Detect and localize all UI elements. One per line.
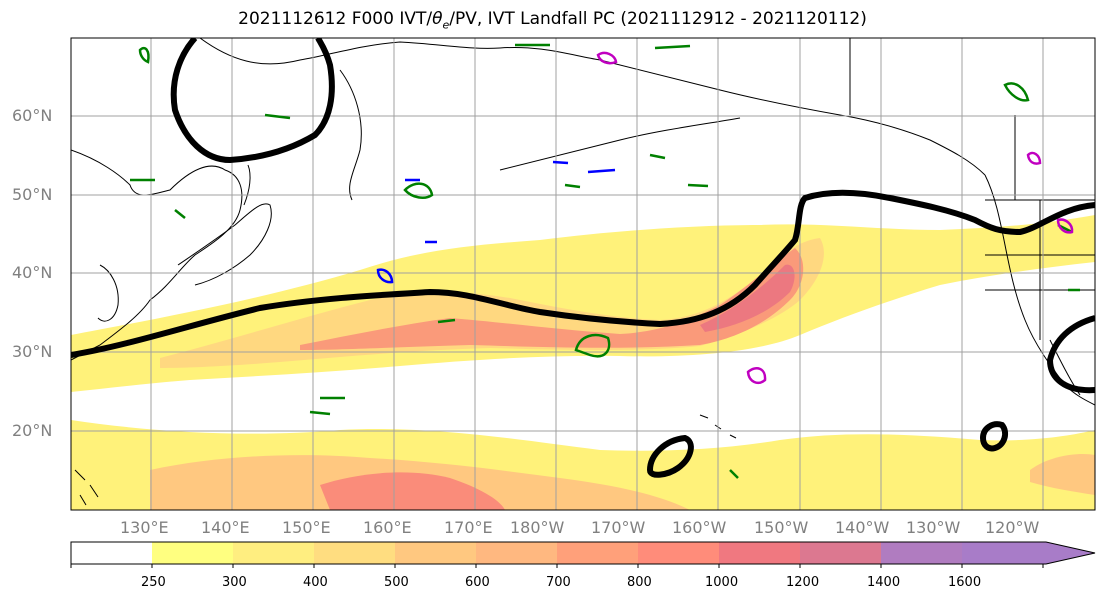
pv-contour-magenta	[1056, 218, 1074, 234]
pv-contour-magenta	[1026, 151, 1042, 165]
ivt-shading	[71, 215, 1095, 510]
colorbar-label-700: 700	[546, 575, 571, 590]
colorbar-label-250: 250	[141, 575, 166, 590]
us-state-lines	[985, 115, 1095, 340]
pv-contour-blue	[587, 168, 616, 174]
theta-contour	[687, 183, 709, 188]
pc-contours	[71, 38, 1095, 478]
lon-label-150e: 150°E	[282, 518, 331, 537]
pv-contours	[376, 51, 1074, 384]
pv-contour-magenta	[746, 367, 767, 384]
map-title: 2021112612 F000 IVT/θe/PV, IVT Landfall …	[0, 9, 1105, 31]
ivt-patch-east-400	[1030, 453, 1095, 495]
colorbar-label-600: 600	[465, 575, 490, 590]
theta-contour	[564, 183, 581, 189]
colorbar-label-300: 300	[222, 575, 247, 590]
pc-contour-northwest	[170, 38, 335, 164]
theta-contour	[174, 209, 186, 219]
title-prefix: 2021112612 F000 IVT/	[238, 9, 433, 29]
colorbar-label-800: 800	[627, 575, 652, 590]
colorbar-label-1400: 1400	[867, 575, 901, 590]
colorbar-label-1200: 1200	[786, 575, 820, 590]
colorbar-segment	[152, 542, 233, 564]
theta-contour	[437, 318, 456, 324]
siberia-coast	[199, 38, 601, 65]
lat-label-60n: 60°N	[12, 106, 53, 125]
japan-coast	[177, 203, 272, 286]
theta-contour	[729, 469, 739, 479]
colorbar-segment	[800, 542, 881, 564]
theta-contour	[654, 44, 691, 50]
kamchatka-coast	[339, 69, 362, 201]
map-plot-area	[71, 38, 1095, 510]
colorbar-segment	[314, 542, 395, 564]
colorbar-label-1000: 1000	[705, 575, 739, 590]
lon-label-180w: 180°W	[510, 518, 565, 537]
theta-contour	[138, 46, 150, 64]
lon-label-130e: 130°E	[120, 518, 169, 537]
theta-contour	[403, 182, 434, 199]
korea-coast	[97, 264, 119, 322]
pc-contour-main	[71, 189, 1095, 358]
theta-contour	[1003, 82, 1030, 102]
lon-label-120w: 120°W	[985, 518, 1040, 537]
colorbar-segment	[557, 542, 638, 564]
lon-label-140e: 140°E	[201, 518, 250, 537]
pv-contour-magenta	[596, 51, 618, 65]
pv-contour-blue	[376, 268, 394, 284]
asia-coast	[71, 149, 243, 361]
ivt-band-core-800	[700, 264, 795, 332]
pc-contour-east	[1046, 315, 1095, 394]
lon-label-160e: 160°E	[363, 518, 412, 537]
pc-contour-loop-central	[646, 434, 694, 478]
title-suffix: /PV, IVT Landfall PC (2021112912 - 20211…	[449, 9, 867, 29]
colorbar	[70, 541, 1096, 568]
lon-label-170w: 170°W	[591, 518, 646, 537]
lat-label-50n: 50°N	[12, 185, 53, 204]
colorbar-segment	[395, 542, 476, 564]
map-frame	[70, 37, 1096, 511]
pv-contour-blue	[552, 160, 569, 165]
lat-label-40n: 40°N	[12, 263, 53, 282]
lon-label-130w: 130°W	[906, 518, 961, 537]
lat-label-30n: 30°N	[12, 342, 53, 361]
sakhalin-coast	[243, 164, 251, 206]
theta-e-contours	[130, 43, 1080, 479]
colorbar-segment	[71, 542, 152, 564]
colorbar-segment	[233, 542, 314, 564]
title-theta-subscript: e	[442, 18, 450, 32]
colorbar-outline	[70, 541, 1096, 565]
alaska-coast	[599, 59, 986, 176]
colorbar-label-500: 500	[384, 575, 409, 590]
pc-contour-loop-east	[979, 421, 1009, 452]
theta-contour	[574, 333, 611, 358]
gridlines	[71, 38, 1095, 510]
colorbar-segment	[719, 542, 800, 564]
theta-contour	[649, 153, 666, 160]
colorbar-label-1600: 1600	[948, 575, 982, 590]
ivt-band-south-700	[320, 472, 505, 510]
colorbar-segment	[476, 542, 557, 564]
title-theta: θ	[432, 9, 443, 29]
theta-contour	[309, 410, 331, 416]
colorbar-segment	[638, 542, 719, 564]
colorbar-label-400: 400	[303, 575, 328, 590]
colorbar-segment	[881, 542, 962, 564]
theta-contour	[264, 113, 291, 120]
lon-label-170e: 170°E	[444, 518, 493, 537]
philippines	[74, 469, 99, 506]
lon-label-140w: 140°W	[835, 518, 890, 537]
colorbar-segment	[962, 542, 1095, 564]
coastlines	[71, 38, 1095, 506]
lon-label-150w: 150°W	[754, 518, 809, 537]
lon-label-160w: 160°W	[672, 518, 727, 537]
lat-label-20n: 20°N	[12, 421, 53, 440]
aleutians	[499, 117, 741, 171]
na-west-coast	[984, 174, 1095, 406]
